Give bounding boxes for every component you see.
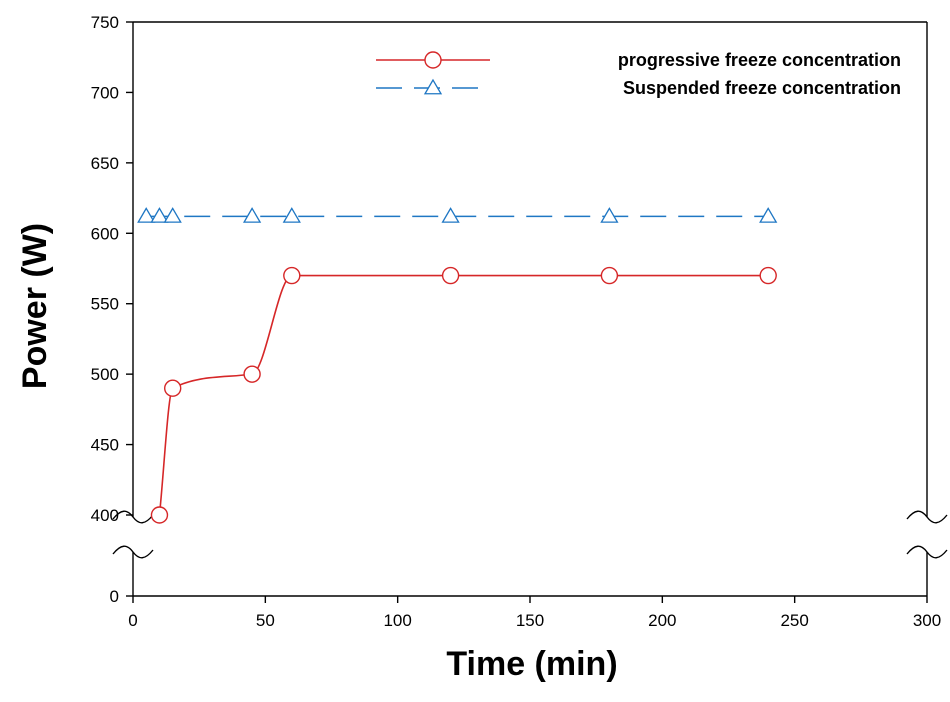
- x-tick-label: 0: [128, 611, 137, 630]
- y-tick-label: 700: [91, 83, 119, 102]
- x-axis-ticks: 0 50 100 150 200 250 300: [128, 596, 941, 630]
- y-tick-label: 400: [91, 506, 119, 525]
- series-suspended: [137, 207, 778, 223]
- data-point: [243, 365, 261, 383]
- y-tick-label: 500: [91, 365, 119, 384]
- data-point: [150, 506, 169, 524]
- x-axis-title: Time (min): [446, 645, 617, 683]
- axis-break-left-bottom: [112, 545, 154, 559]
- y-tick-label: 550: [91, 295, 119, 314]
- y-tick-label: 750: [91, 13, 119, 32]
- data-point: [441, 266, 460, 285]
- x-tick-label: 250: [780, 611, 808, 630]
- y-tick-label: 0: [110, 587, 119, 606]
- data-point: [600, 207, 619, 223]
- x-tick-label: 200: [648, 611, 676, 630]
- data-point: [600, 266, 619, 285]
- axis-break-right-top: [906, 510, 948, 524]
- data-point: [163, 207, 182, 223]
- y-tick-label: 450: [91, 436, 119, 455]
- axis-break-left-top: [112, 510, 154, 524]
- y-tick-label: 600: [91, 224, 119, 243]
- data-point: [282, 207, 301, 223]
- series-progressive: [150, 266, 777, 524]
- data-point: [137, 207, 156, 223]
- axis-break-right-bottom: [906, 545, 948, 559]
- axes: [112, 21, 948, 597]
- y-axis-title: Power (W): [16, 223, 54, 389]
- data-point: [150, 207, 169, 223]
- data-point: [759, 207, 778, 223]
- legend-marker: [424, 51, 442, 69]
- x-tick-label: 100: [383, 611, 411, 630]
- data-point: [242, 207, 262, 223]
- data-point: [163, 379, 182, 397]
- y-tick-label: 650: [91, 154, 119, 173]
- y-axis-ticks: 0 400 450 500 550 600 650 700 750: [91, 13, 133, 606]
- legend-marker: [423, 78, 443, 95]
- x-tick-label: 50: [256, 611, 275, 630]
- legend: progressive freeze concentration Suspende…: [376, 50, 901, 98]
- x-tick-label: 300: [913, 611, 941, 630]
- data-point: [283, 266, 301, 285]
- x-tick-label: 150: [516, 611, 544, 630]
- data-point: [441, 207, 460, 223]
- legend-label: Suspended freeze concentration: [623, 78, 901, 98]
- data-point: [759, 266, 777, 285]
- series-layer: [137, 207, 778, 524]
- series-line: [158, 274, 769, 516]
- legend-label: progressive freeze concentration: [618, 50, 901, 70]
